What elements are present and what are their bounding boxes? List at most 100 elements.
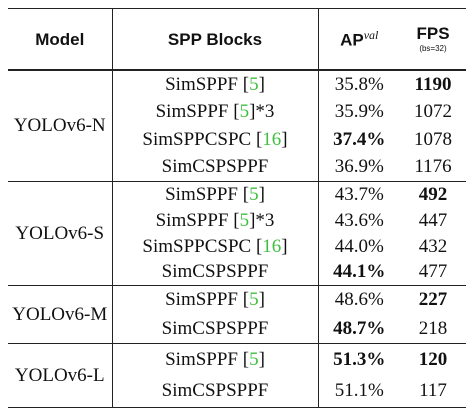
spp-block-cell: SimCSPSPPF <box>112 314 319 344</box>
ap-cell: 51.1% <box>318 375 400 408</box>
table-body: YOLOv6-N SimSPPF [5] 35.8% 1190 SimSPPF [5]*… <box>8 70 466 408</box>
block-text: *3 <box>255 101 275 123</box>
citation: 5 <box>249 348 259 370</box>
ap-value: 37.4% <box>333 128 386 150</box>
block-text: SimSPPF <box>165 348 243 370</box>
block-text: [ <box>242 73 250 95</box>
block-text: ] <box>249 101 256 123</box>
ap-value: 51.3% <box>333 348 386 370</box>
table-row: SimCSPSPPF 48.7% 218 <box>8 314 466 344</box>
spp-block-cell: SimSPPF [5] <box>112 70 319 98</box>
fps-cell: 1176 <box>400 153 466 182</box>
model-cell: YOLOv6-L <box>8 343 113 408</box>
spp-block-cell: SimSPPCSPC [16] <box>112 125 319 154</box>
table-row: SimCSPSPPF 51.1% 117 <box>8 375 466 408</box>
fps-cell: 1072 <box>400 98 466 126</box>
fps-value: 218 <box>418 317 448 339</box>
header-row: Model SPP Blocks APval FPS (bs=32) <box>8 8 466 71</box>
spp-block-cell: SimCSPSPPF <box>112 375 319 408</box>
spp-block-cell: SimSPPF [5]*3 <box>112 207 319 233</box>
block-text: SimCSPSPPF <box>161 261 269 283</box>
ap-cell: 44.1% <box>318 259 400 286</box>
table-row: SimSPPF [5]*3 43.6% 447 <box>8 207 466 233</box>
model-cell: YOLOv6-S <box>8 181 113 286</box>
ap-value: 48.7% <box>333 317 386 339</box>
spp-header: SPP Blocks <box>112 8 319 71</box>
block-text: ] <box>258 348 265 370</box>
fps-value: 1176 <box>414 156 452 178</box>
fps-value: 477 <box>418 261 448 283</box>
ap-cell: 35.8% <box>318 70 400 98</box>
results-table: Model SPP Blocks APval FPS (bs=32) YOLOv6… <box>8 8 466 408</box>
ap-value: 48.6% <box>334 289 384 311</box>
fps-cell: 120 <box>400 343 466 375</box>
citation: 16 <box>262 235 282 257</box>
fps-cell: 447 <box>400 207 466 233</box>
block-text: [ <box>242 183 250 205</box>
fps-text: FPS <box>416 24 450 43</box>
ap-value: 36.9% <box>334 156 384 178</box>
spp-block-cell: SimSPPF [5] <box>112 181 319 207</box>
fps-value: 1072 <box>414 101 452 123</box>
model-header: Model <box>8 8 113 71</box>
fps-value: 120 <box>418 348 448 370</box>
fps-cell: 477 <box>400 259 466 286</box>
block-text: ] <box>258 73 265 95</box>
fps-sub: (bs=32) <box>419 44 447 53</box>
table-header: Model SPP Blocks APval FPS (bs=32) <box>8 8 466 71</box>
block-text: SimSPPF <box>155 209 234 231</box>
citation: 5 <box>249 289 259 311</box>
fps-header: FPS (bs=32) <box>400 8 466 71</box>
ap-cell: 48.6% <box>318 285 400 314</box>
block-text: SimSPPF <box>165 73 243 95</box>
citation: 5 <box>249 183 259 205</box>
block-text: SimSPPF <box>165 183 243 205</box>
block-text: ] <box>249 209 256 231</box>
fps-value: 227 <box>418 289 448 311</box>
fps-cell: 117 <box>400 375 466 408</box>
table-row: YOLOv6-S SimSPPF [5] 43.7% 492 <box>8 181 466 286</box>
block-text: ] <box>258 289 265 311</box>
block-text: [ <box>242 348 250 370</box>
ap-cell: 48.7% <box>318 314 400 344</box>
ap-value: 35.8% <box>334 73 384 95</box>
spp-block-cell: SimSPPF [5] <box>112 285 319 314</box>
ap-cell: 43.6% <box>318 207 400 233</box>
block-text: [ <box>233 101 240 123</box>
block-text: ] <box>281 128 288 150</box>
block-text: SimSPPF <box>155 101 234 123</box>
block-text: SimSPPCSPC <box>142 235 256 257</box>
fps-value: 447 <box>418 209 448 231</box>
ap-value: 43.7% <box>334 183 384 205</box>
ap-value: 43.6% <box>334 209 384 231</box>
spp-block-cell: SimSPPF [5] <box>112 343 319 375</box>
table-row: SimSPPCSPC [16] 44.0% 432 <box>8 233 466 259</box>
table-row: SimCSPSPPF 36.9% 1176 <box>8 153 466 182</box>
citation: 5 <box>239 209 250 231</box>
table-row: SimSPPF [5]*3 35.9% 1072 <box>8 97 466 126</box>
fps-cell: 492 <box>400 181 466 207</box>
table-row: YOLOv6-N SimSPPF [5] 35.8% 1190 <box>8 70 466 182</box>
citation: 5 <box>239 101 250 123</box>
ap-cell: 37.4% <box>318 126 400 154</box>
block-text: ] <box>258 183 265 205</box>
table-row: SimSPPCSPC [16] 37.4% 1078 <box>8 125 466 154</box>
block-text: SimCSPSPPF <box>161 317 269 339</box>
ap-value: 51.1% <box>334 380 384 402</box>
ap-text: AP <box>340 30 364 50</box>
ap-header: APval <box>318 8 400 71</box>
citation: 16 <box>262 128 282 150</box>
fps-value: 1078 <box>414 128 452 150</box>
block-text: [ <box>242 289 250 311</box>
fps-cell: 227 <box>400 285 466 314</box>
model-cell: YOLOv6-M <box>8 285 113 344</box>
ap-sup: val <box>363 28 379 43</box>
table-row: YOLOv6-M SimSPPF [5] 48.6% 227 <box>8 285 466 344</box>
spp-block-cell: SimSPPF [5]*3 <box>112 97 319 126</box>
fps-value: 1190 <box>414 73 452 95</box>
block-text: [ <box>255 235 263 257</box>
fps-cell: 1190 <box>400 70 466 98</box>
ap-value: 44.1% <box>333 261 386 283</box>
citation: 5 <box>249 73 259 95</box>
